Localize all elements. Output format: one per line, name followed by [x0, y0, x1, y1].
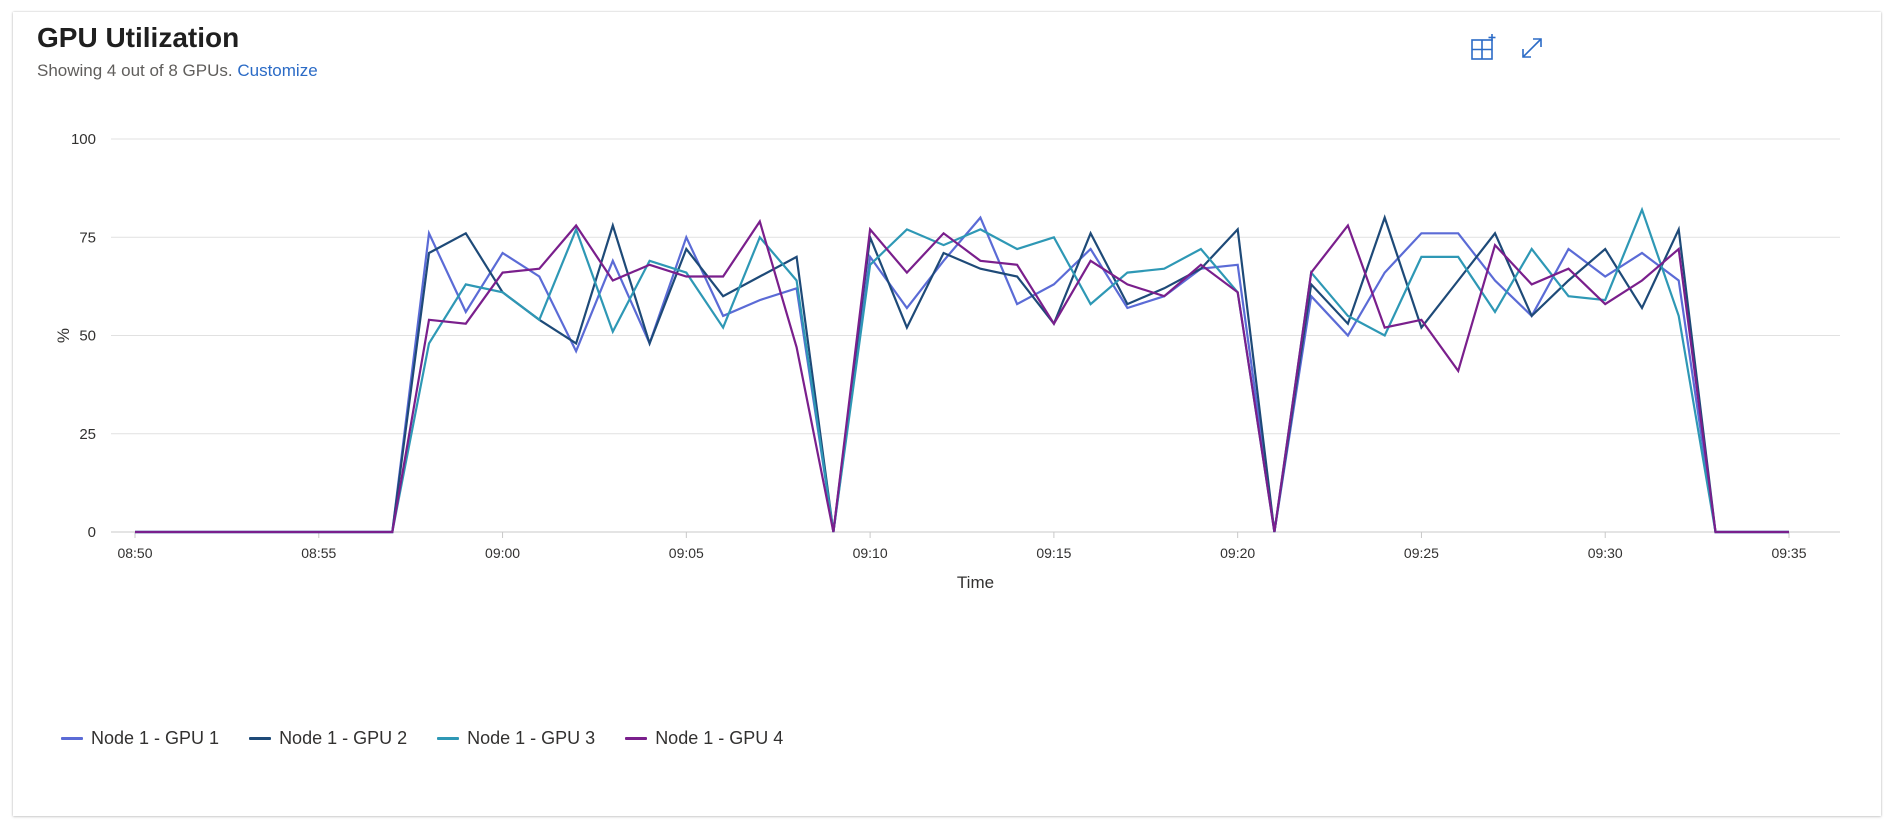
x-axis-title: Time — [957, 573, 994, 592]
legend-swatch — [61, 737, 83, 740]
x-tick-label: 08:55 — [301, 545, 336, 561]
series-line-gpu-3 — [135, 206, 1789, 534]
y-tick-label: 100 — [71, 131, 96, 148]
x-tick-label: 09:05 — [669, 545, 704, 561]
pin-to-dashboard-button[interactable] — [1467, 32, 1499, 64]
y-axis-title: % — [54, 328, 73, 343]
series-line-gpu-2 — [135, 214, 1789, 534]
gpu-utilization-card: GPU Utilization Showing 4 out of 8 GPUs.… — [13, 12, 1881, 816]
y-tick-label: 50 — [79, 328, 96, 345]
series-line-gpu-1 — [135, 215, 1789, 534]
x-tick-label: 09:35 — [1771, 545, 1806, 561]
legend-label: Node 1 - GPU 3 — [467, 728, 596, 748]
x-tick-label: 09:15 — [1036, 545, 1071, 561]
expand-button[interactable] — [1516, 32, 1548, 64]
x-tick-label: 09:10 — [853, 545, 888, 561]
x-tick-label: 09:20 — [1220, 545, 1255, 561]
y-tick-label: 0 — [88, 524, 96, 541]
chart-legend: Node 1 - GPU 1 Node 1 - GPU 2 Node 1 - GPU… — [61, 728, 783, 749]
y-tick-label: 25 — [79, 426, 96, 443]
subtitle-text: Showing 4 out of 8 GPUs. — [37, 61, 233, 80]
pin-to-dashboard-icon — [1471, 34, 1496, 60]
legend-item-gpu-2[interactable]: Node 1 - GPU 2 — [249, 728, 407, 749]
line-chart: 0 25 50 75 100 08:50 08:55 09:00 09:05 09:10 09:15… — [54, 131, 1840, 592]
x-tick-label: 08:50 — [117, 545, 152, 561]
legend-swatch — [625, 737, 648, 740]
x-tick-label: 09:00 — [485, 545, 520, 561]
legend-label: Node 1 - GPU 1 — [91, 728, 220, 748]
series-line-gpu-4 — [135, 218, 1789, 534]
legend-item-gpu-3[interactable]: Node 1 - GPU 3 — [437, 728, 595, 749]
x-tick-label: 09:25 — [1404, 545, 1439, 561]
customize-link[interactable]: Customize — [237, 61, 318, 80]
legend-item-gpu-1[interactable]: Node 1 - GPU 1 — [61, 728, 219, 749]
legend-swatch — [249, 737, 272, 740]
legend-label: Node 1 - GPU 4 — [655, 728, 784, 748]
expand-icon — [1522, 38, 1542, 58]
legend-swatch — [437, 737, 460, 740]
legend-item-gpu-4[interactable]: Node 1 - GPU 4 — [625, 728, 783, 749]
y-tick-label: 75 — [79, 229, 96, 246]
chart-subtitle: Showing 4 out of 8 GPUs. Customize — [37, 61, 318, 81]
x-tick-label: 09:30 — [1588, 545, 1623, 561]
legend-label: Node 1 - GPU 2 — [279, 728, 408, 748]
chart-title: GPU Utilization — [37, 22, 240, 53]
